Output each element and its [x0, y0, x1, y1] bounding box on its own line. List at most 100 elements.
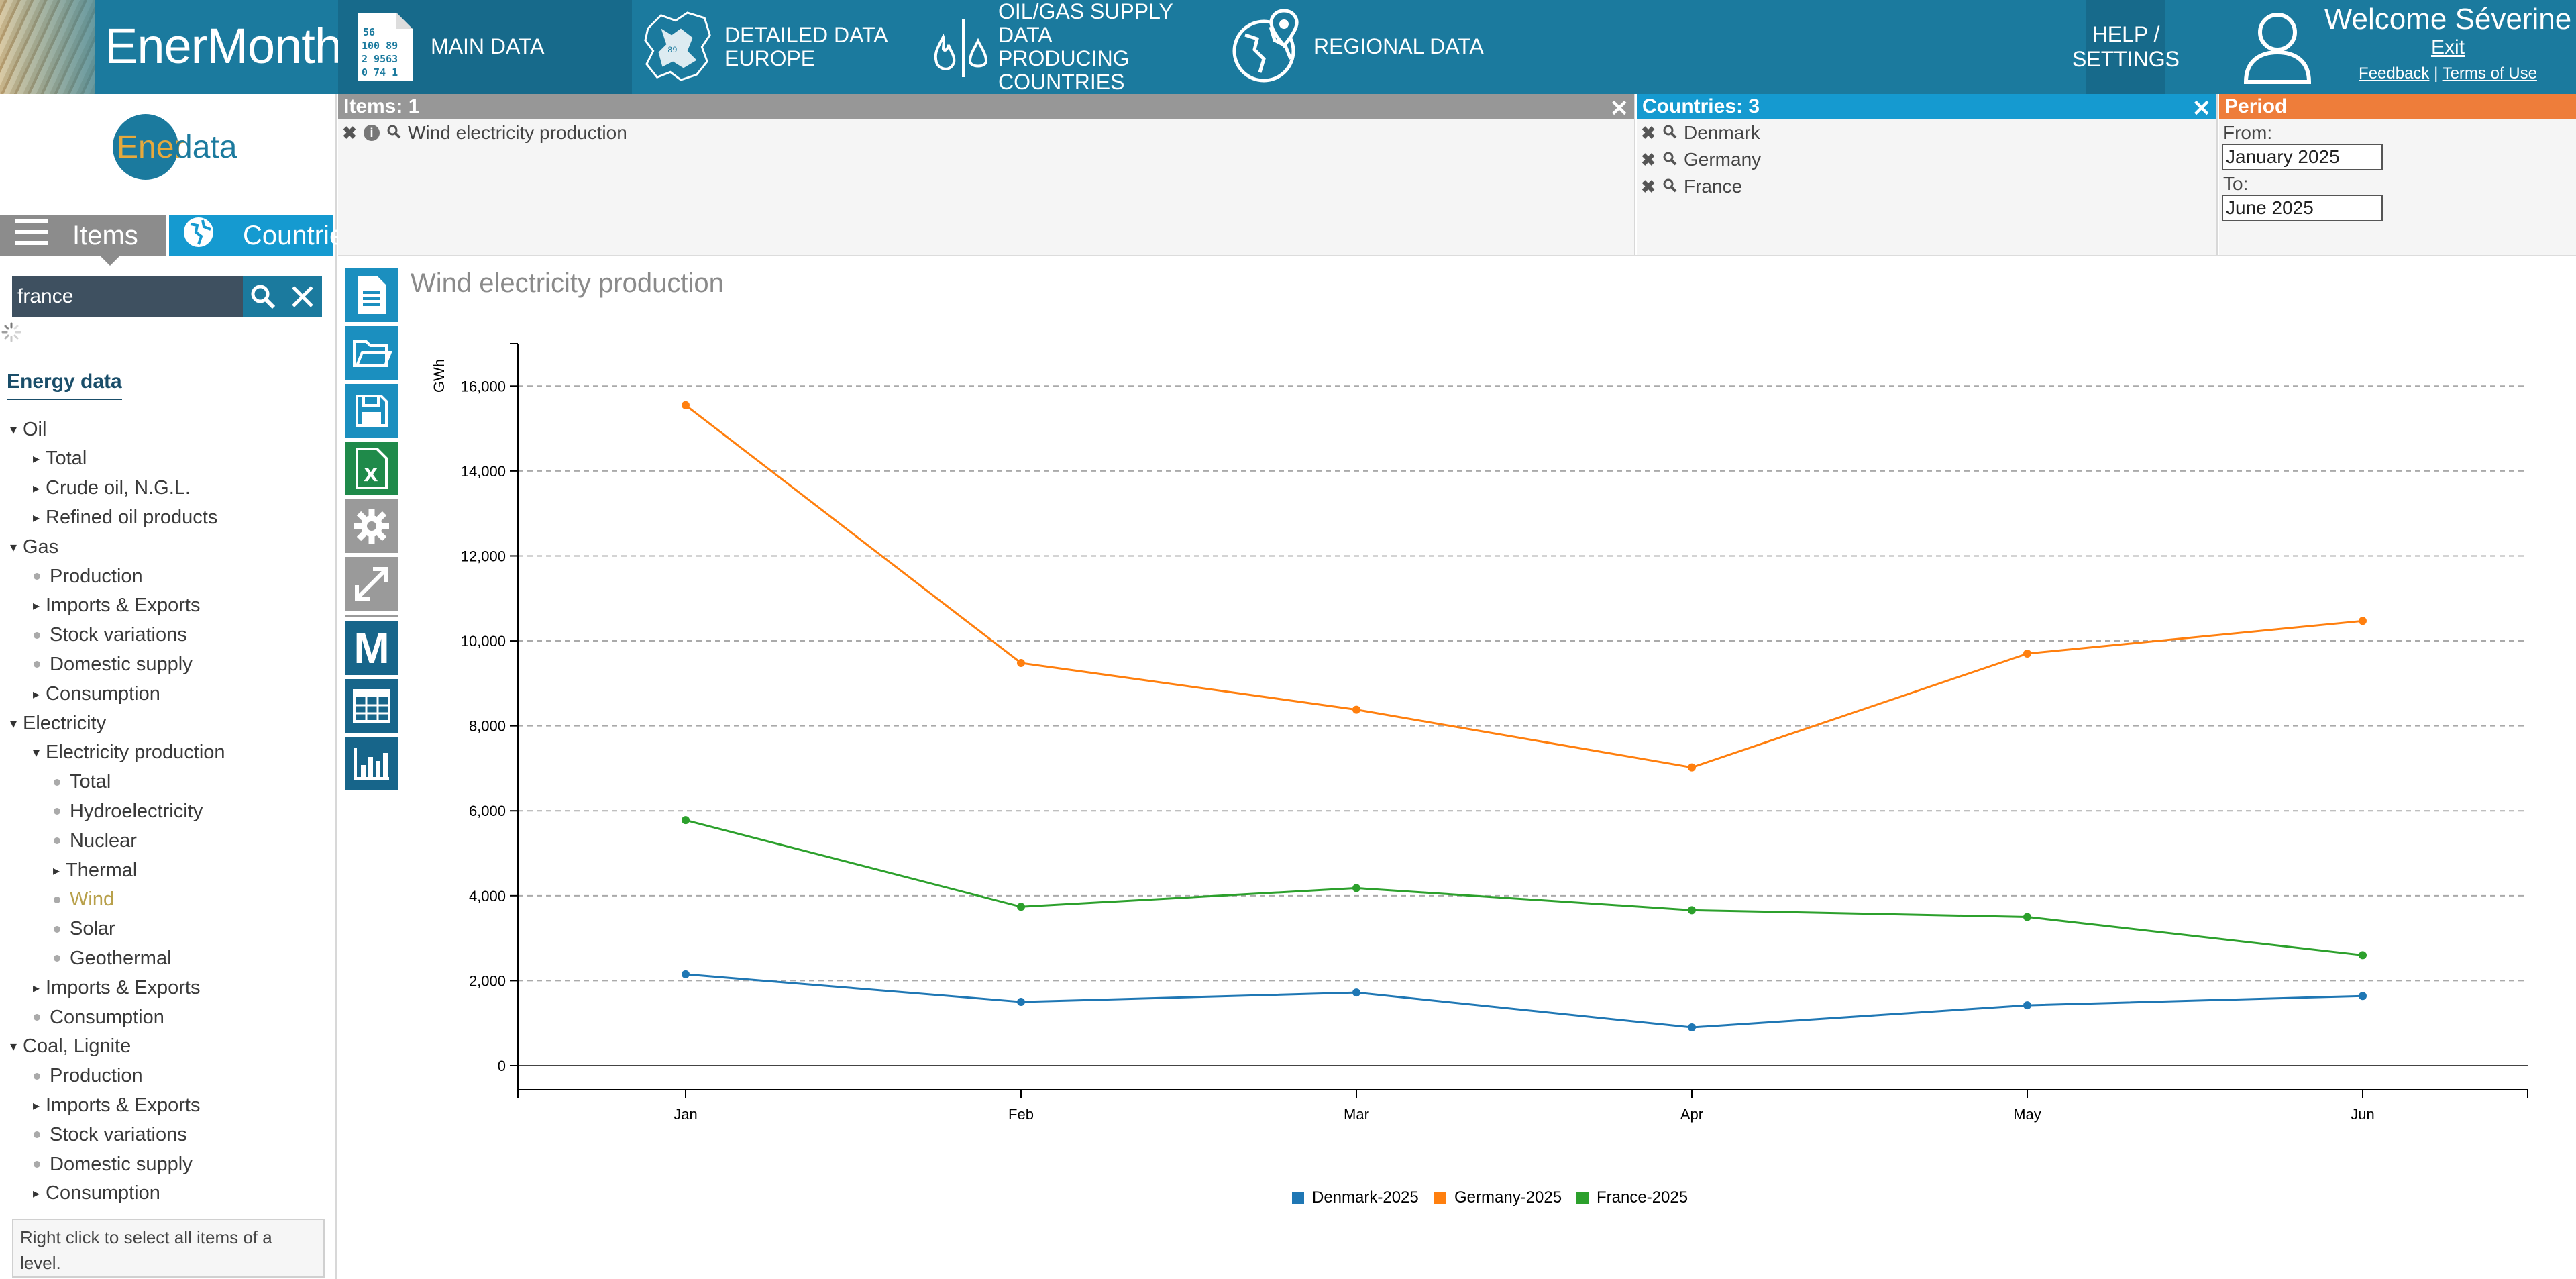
- tree-node[interactable]: ▾ Electricity production: [30, 739, 225, 766]
- info-icon[interactable]: i: [364, 125, 380, 141]
- loading-spinner-icon: [1, 322, 21, 342]
- logo-suffix: data: [174, 130, 237, 165]
- hamburger-icon: [15, 219, 48, 252]
- feedback-link[interactable]: Feedback: [2359, 64, 2430, 83]
- items-panel-close-icon[interactable]: ✕: [1609, 96, 1629, 121]
- zoom-icon[interactable]: [1662, 122, 1678, 144]
- tree-node[interactable]: ▾ Coal, Lignite: [7, 1033, 131, 1060]
- remove-country-icon[interactable]: ✖: [1641, 176, 1656, 197]
- tree-node[interactable]: Stock variations: [30, 622, 187, 649]
- tab-countries[interactable]: Countries: [169, 215, 358, 256]
- caret-right-icon[interactable]: ▸: [32, 452, 40, 467]
- period-panel-header: Period: [2219, 94, 2576, 119]
- leaf-dot-icon: [54, 925, 60, 933]
- caret-down-icon[interactable]: ▾: [32, 746, 40, 761]
- excel-export-button[interactable]: X: [345, 442, 398, 495]
- tree-node[interactable]: ▸ Thermal: [50, 857, 137, 884]
- zoom-icon[interactable]: [386, 122, 402, 144]
- tree-node[interactable]: ▾ Oil: [7, 416, 46, 443]
- user-avatar-icon[interactable]: [2241, 9, 2314, 85]
- remove-item-icon[interactable]: ✖: [342, 122, 357, 143]
- tree-node[interactable]: ▸ Refined oil products: [30, 504, 217, 531]
- tree-node[interactable]: Hydroelectricity: [50, 798, 203, 825]
- caret-right-icon[interactable]: ▸: [32, 1186, 40, 1202]
- from-date-input[interactable]: [2222, 144, 2383, 170]
- remove-country-icon[interactable]: ✖: [1641, 122, 1656, 143]
- app-title[interactable]: EnerMonthly: [105, 18, 376, 74]
- tree-node[interactable]: ▸ Consumption: [30, 680, 160, 707]
- nav-oil-gas-supply[interactable]: OIL/GAS SUPPLY DATA PRODUCING COUNTRIES: [919, 0, 1214, 94]
- zoom-icon[interactable]: [1662, 176, 1678, 197]
- exit-link[interactable]: Exit: [2430, 36, 2465, 58]
- legend-label: Germany-2025: [1454, 1188, 1562, 1207]
- tree-node-label: Total: [46, 448, 87, 470]
- tree-node[interactable]: ▸ Total: [30, 446, 87, 472]
- tree-node[interactable]: Geothermal: [50, 945, 172, 972]
- open-folder-button[interactable]: [345, 326, 398, 380]
- expand-button[interactable]: [345, 557, 398, 611]
- tree-node[interactable]: Production: [30, 1063, 143, 1090]
- leaf-dot-icon: [54, 955, 60, 962]
- countries-panel-close-icon[interactable]: ✕: [2192, 96, 2212, 121]
- monthly-view-button[interactable]: M: [345, 621, 398, 675]
- save-button[interactable]: [345, 384, 398, 438]
- to-date-input[interactable]: [2222, 195, 2383, 221]
- nav-regional-data[interactable]: REGIONAL DATA: [1221, 0, 1489, 94]
- caret-right-icon[interactable]: ▸: [32, 481, 40, 497]
- caret-right-icon[interactable]: ▸: [52, 863, 60, 878]
- caret-down-icon[interactable]: ▾: [9, 540, 17, 555]
- tree-node[interactable]: Production: [30, 563, 143, 590]
- search-box: [12, 276, 322, 317]
- search-button[interactable]: [243, 276, 283, 317]
- clear-search-button[interactable]: [283, 276, 322, 317]
- search-input[interactable]: [13, 278, 240, 315]
- terms-of-use-link[interactable]: Terms of Use: [2442, 64, 2537, 83]
- to-label: To:: [2223, 173, 2249, 194]
- caret-down-icon[interactable]: ▾: [9, 422, 17, 438]
- tree-node[interactable]: Domestic supply: [30, 651, 193, 678]
- caret-right-icon[interactable]: ▸: [32, 599, 40, 614]
- settings-button[interactable]: [345, 499, 398, 553]
- tree-node[interactable]: Consumption: [30, 1004, 164, 1031]
- tree-node[interactable]: ▾ Gas: [7, 533, 58, 560]
- nav-main-data[interactable]: 56 100 89 2 9563 0 74 1 MAIN DATA: [338, 0, 632, 94]
- tree-node[interactable]: Domestic supply: [30, 1151, 193, 1178]
- zoom-icon[interactable]: [1662, 149, 1678, 170]
- save-icon: [356, 395, 388, 427]
- new-document-button[interactable]: [345, 268, 398, 322]
- table-view-button[interactable]: [345, 679, 398, 733]
- x-tick-label: Apr: [1680, 1106, 1703, 1123]
- y-axis-label: GWh: [431, 359, 447, 393]
- nav-detailed-europe[interactable]: 89 DETAILED DATA EUROPE: [632, 0, 914, 94]
- caret-down-icon[interactable]: ▾: [9, 1039, 17, 1055]
- tree-node[interactable]: Wind: [50, 886, 114, 913]
- caret-down-icon[interactable]: ▾: [9, 716, 17, 731]
- caret-right-icon[interactable]: ▸: [32, 686, 40, 702]
- legend-swatch: [1434, 1192, 1446, 1204]
- nav-oil-gas-label-line2: PRODUCING COUNTRIES: [998, 46, 1130, 95]
- tree-node[interactable]: Stock variations: [30, 1121, 187, 1148]
- remove-country-icon[interactable]: ✖: [1641, 149, 1656, 170]
- caret-right-icon[interactable]: ▸: [32, 980, 40, 996]
- nav-detailed-europe-label: DETAILED DATA EUROPE: [724, 22, 887, 70]
- caret-right-icon[interactable]: ▸: [32, 510, 40, 525]
- data-point: [1352, 884, 1360, 892]
- tab-items[interactable]: Items: [0, 215, 166, 266]
- chart-view-button[interactable]: [345, 737, 398, 790]
- tree-node[interactable]: Total: [50, 769, 111, 796]
- caret-right-icon[interactable]: ▸: [32, 1098, 40, 1113]
- tree-node[interactable]: ▸ Crude oil, N.G.L.: [30, 475, 191, 502]
- tree-node[interactable]: ▸ Consumption: [30, 1180, 160, 1207]
- link-separator: |: [2434, 64, 2438, 83]
- leaf-dot-icon: [34, 631, 40, 639]
- countries-panel-title: Countries: 3: [1642, 95, 1760, 117]
- help-settings-button[interactable]: HELP / SETTINGS: [2072, 0, 2180, 94]
- tree-node[interactable]: ▸ Imports & Exports: [30, 1092, 201, 1119]
- tree-node[interactable]: Nuclear: [50, 827, 137, 854]
- tree-node[interactable]: ▸ Imports & Exports: [30, 593, 201, 619]
- tree-node[interactable]: Solar: [50, 916, 115, 943]
- footer-links: Feedback | Terms of Use: [2317, 64, 2576, 83]
- tree-node[interactable]: ▾ Electricity: [7, 710, 106, 737]
- tree-node[interactable]: ▸ Imports & Exports: [30, 974, 201, 1001]
- toolbar-separator: [345, 615, 398, 617]
